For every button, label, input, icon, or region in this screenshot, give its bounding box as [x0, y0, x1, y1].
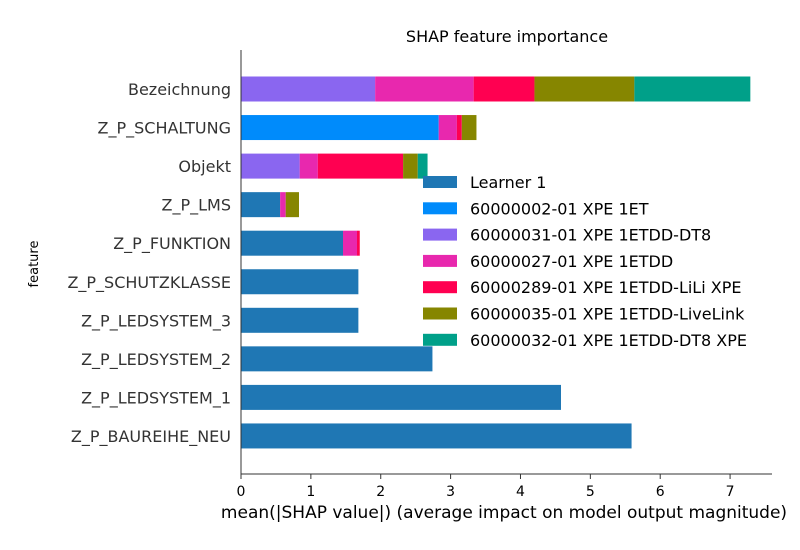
legend-swatch-learner-1 [423, 176, 457, 188]
x-tick-label: 4 [516, 484, 525, 500]
bar-z-p-schutzklasse-learner-1 [241, 269, 359, 295]
legend-swatch-60000035-01-xpe-1etdd-livelink [423, 307, 457, 320]
bar-objekt-60000289-01-xpe-1etdd-lili-xpe [317, 153, 404, 179]
bar-bezeichnung-60000027-01-xpe-1etdd [375, 76, 474, 102]
bar-objekt-60000027-01-xpe-1etdd [299, 153, 318, 179]
feature-label-z-p-funktion: Z_P_FUNKTION [113, 234, 231, 254]
legend-swatch-60000289-01-xpe-1etdd-lili-xpe [423, 281, 457, 294]
bar-z-p-ledsystem-3-learner-1 [241, 307, 359, 333]
x-tick-label: 6 [656, 484, 665, 500]
bar-z-p-schaltung-60000035-01-xpe-1etdd-livelink [461, 115, 477, 141]
legend-label-60000002-01-xpe-1et: 60000002-01 XPE 1ET [470, 199, 649, 218]
chart-title: SHAP feature importance [406, 27, 608, 46]
feature-label-z-p-ledsystem-2: Z_P_LEDSYSTEM_2 [81, 350, 231, 370]
feature-label-z-p-baureihe-neu: Z_P_BAUREIHE_NEU [71, 427, 231, 447]
bars-group [241, 76, 751, 449]
bar-z-p-baureihe-neu-learner-1 [241, 423, 632, 449]
x-tick-label: 2 [376, 484, 385, 500]
bar-bezeichnung-60000031-01-xpe-1etdd-dt8 [241, 76, 376, 102]
bar-objekt-60000035-01-xpe-1etdd-livelink [403, 153, 418, 179]
x-axis-ticks: 0 1 2 3 4 5 6 7 [237, 474, 735, 500]
legend-label-60000035-01-xpe-1etdd-livelink: 60000035-01 XPE 1ETDD-LiveLink [470, 305, 745, 324]
feature-label-z-p-ledsystem-3: Z_P_LEDSYSTEM_3 [81, 311, 231, 331]
legend-label-learner-1: Learner 1 [470, 173, 546, 192]
bar-bezeichnung-60000289-01-xpe-1etdd-lili-xpe [473, 76, 535, 102]
bar-z-p-lms-60000027-01-xpe-1etdd [280, 192, 286, 218]
bar-z-p-lms-60000035-01-xpe-1etdd-livelink [285, 192, 299, 218]
feature-label-bezeichnung: Bezeichnung [128, 80, 231, 99]
feature-label-z-p-schaltung: Z_P_SCHALTUNG [98, 119, 231, 139]
legend-label-60000031-01-xpe-1etdd-dt8: 60000031-01 XPE 1ETDD-DT8 [470, 226, 711, 245]
bar-z-p-schaltung-60000002-01-xpe-1et [241, 115, 439, 141]
legend-label-60000289-01-xpe-1etdd-lili-xpe: 60000289-01 XPE 1ETDD-LiLi XPE [470, 278, 741, 297]
bar-z-p-funktion-60000027-01-xpe-1etdd [343, 230, 357, 256]
bar-objekt-60000032-01-xpe-1etdd-dt8-xpe [417, 153, 428, 179]
feature-label-objekt: Objekt [178, 157, 231, 176]
legend-label-60000027-01-xpe-1etdd: 60000027-01 XPE 1ETDD [470, 252, 673, 271]
legend-swatch-60000027-01-xpe-1etdd [423, 254, 457, 267]
legend: Learner 1 60000002-01 XPE 1ET 60000031-01 … [423, 173, 747, 350]
bar-bezeichnung-60000035-01-xpe-1etdd-livelink [534, 76, 635, 102]
feature-labels: Bezeichnung Z_P_SCHALTUNG Objekt Z_P_LMS Z_P… [67, 80, 231, 447]
x-tick-label: 1 [306, 484, 315, 500]
legend-swatch-60000002-01-xpe-1et [423, 202, 457, 215]
bar-bezeichnung-60000032-01-xpe-1etdd-dt8-xpe [634, 76, 751, 102]
legend-swatch-60000031-01-xpe-1etdd-dt8 [423, 228, 457, 241]
bar-objekt-60000031-01-xpe-1etdd-dt8 [241, 153, 300, 179]
feature-label-z-p-schutzklasse: Z_P_SCHUTZKLASSE [67, 273, 231, 293]
feature-label-z-p-lms: Z_P_LMS [162, 196, 231, 216]
bar-z-p-schaltung-60000289-01-xpe-1etdd-lili-xpe [456, 115, 462, 141]
bar-z-p-funktion-60000289-01-xpe-1etdd-lili-xpe [356, 230, 360, 256]
x-tick-label: 3 [446, 484, 455, 500]
legend-label-60000032-01-xpe-1etdd-dt8-xpe: 60000032-01 XPE 1ETDD-DT8 XPE [470, 331, 747, 350]
x-tick-label: 7 [726, 484, 735, 500]
bar-z-p-lms-learner-1 [241, 192, 281, 218]
y-axis-label: feature [27, 241, 42, 288]
legend-swatch-60000032-01-xpe-1etdd-dt8-xpe [423, 333, 457, 346]
x-axis-label: mean(|SHAP value|) (average impact on mo… [221, 503, 787, 523]
bar-z-p-ledsystem-1-learner-1 [241, 384, 561, 410]
x-tick-label: 5 [586, 484, 595, 500]
bar-z-p-schaltung-60000027-01-xpe-1etdd [438, 115, 457, 141]
bar-z-p-funktion-learner-1 [241, 230, 344, 256]
feature-label-z-p-ledsystem-1: Z_P_LEDSYSTEM_1 [81, 388, 231, 408]
x-tick-label: 0 [237, 484, 246, 500]
bar-z-p-ledsystem-2-learner-1 [241, 346, 433, 372]
